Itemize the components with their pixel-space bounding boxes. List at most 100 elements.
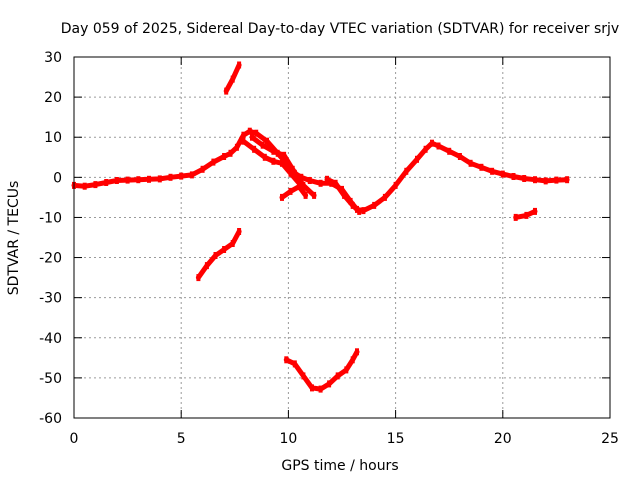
- data-point: [299, 173, 304, 181]
- y-tick-label: 10: [44, 130, 62, 146]
- data-point: [228, 149, 233, 157]
- data-point: [237, 61, 242, 69]
- data-point: [436, 142, 441, 150]
- series-line-arc-bottom: [283, 349, 360, 392]
- data-point: [479, 163, 484, 171]
- y-tick-label: -10: [39, 210, 62, 226]
- data-point: [125, 176, 130, 184]
- data-point: [265, 137, 269, 145]
- data-point: [292, 360, 297, 368]
- x-tick-label: 5: [177, 431, 186, 447]
- data-point: [393, 181, 398, 189]
- data-point: [533, 176, 537, 184]
- data-point: [524, 211, 529, 219]
- data-point: [284, 356, 289, 364]
- data-point: [262, 153, 267, 161]
- data-point: [230, 75, 235, 83]
- data-point: [136, 176, 141, 184]
- x-axis-label: GPS time / hours: [281, 458, 398, 474]
- data-point: [211, 158, 216, 166]
- data-point: [490, 167, 495, 175]
- data-point: [157, 175, 162, 183]
- data-point: [447, 147, 452, 155]
- data-point: [237, 228, 242, 235]
- data-point: [513, 213, 518, 221]
- data-point: [234, 143, 239, 151]
- y-axis-label: SDTVAR / TECUs: [6, 181, 22, 296]
- data-point: [241, 137, 246, 145]
- data-point: [310, 384, 314, 392]
- data-point: [288, 169, 293, 177]
- y-tick-label: -60: [39, 411, 62, 427]
- chart-title: Day 059 of 2025, Sidereal Day-to-day VTE…: [61, 21, 619, 37]
- y-tick-label: 30: [44, 50, 62, 66]
- data-point: [404, 167, 409, 175]
- data-point: [565, 176, 570, 184]
- data-point: [230, 240, 235, 247]
- data-point: [271, 147, 276, 155]
- y-tick-label: -20: [39, 251, 62, 267]
- data-point: [224, 87, 229, 95]
- data-point: [241, 131, 246, 139]
- data-point: [250, 133, 254, 141]
- series-layer: [71, 61, 570, 393]
- x-tick-label: 10: [279, 431, 297, 447]
- data-point: [554, 176, 559, 184]
- data-point: [247, 127, 252, 135]
- data-point: [357, 207, 362, 215]
- data-point: [307, 177, 312, 184]
- data-point: [252, 145, 257, 153]
- y-tick-label: 20: [44, 90, 62, 106]
- data-point: [457, 153, 462, 160]
- data-point: [355, 348, 359, 356]
- x-tick-label: 20: [494, 431, 512, 447]
- data-point: [271, 157, 276, 165]
- data-point: [423, 145, 428, 153]
- data-point: [200, 165, 205, 173]
- plot-frame: [73, 56, 611, 419]
- data-point: [543, 177, 548, 185]
- data-point: [104, 179, 109, 186]
- data-point: [222, 246, 227, 253]
- data-point: [290, 165, 295, 173]
- data-point: [335, 372, 340, 380]
- data-point: [415, 155, 419, 163]
- x-tick-label: 15: [387, 431, 405, 447]
- data-point: [213, 252, 218, 259]
- data-point: [522, 175, 527, 182]
- data-point: [318, 385, 323, 393]
- data-point: [333, 179, 338, 187]
- x-tick-label: 0: [70, 431, 79, 447]
- data-point: [288, 187, 293, 195]
- data-point: [114, 177, 119, 184]
- data-point: [93, 181, 98, 189]
- series-line-arc-lower-left: [195, 229, 242, 281]
- data-point: [342, 191, 347, 199]
- x-tick-label: 25: [601, 431, 619, 447]
- data-point: [282, 151, 287, 159]
- data-point: [511, 173, 516, 180]
- data-point: [301, 372, 306, 380]
- y-tick-label: -50: [39, 371, 62, 387]
- series-line-arc-c: [279, 184, 309, 200]
- data-point: [280, 193, 284, 201]
- data-point: [533, 207, 537, 215]
- data-point: [350, 356, 355, 364]
- y-tick-label: -30: [39, 291, 62, 307]
- data-point: [179, 172, 184, 180]
- data-point: [254, 129, 259, 137]
- data-point: [430, 139, 434, 147]
- data-point: [382, 193, 387, 201]
- tick-layer: 0 5 10 15 20 25 -60 -50 -40 -30 -20 -10 0 10 20 30: [39, 50, 619, 447]
- series-line-main-track-1: [71, 128, 570, 214]
- data-point: [318, 179, 323, 187]
- data-point: [280, 159, 284, 167]
- data-point: [327, 380, 332, 388]
- data-point: [168, 173, 173, 181]
- data-point: [325, 175, 329, 183]
- grid-layer: [74, 57, 610, 418]
- data-point: [350, 201, 355, 209]
- data-point: [468, 159, 473, 167]
- data-point: [312, 191, 317, 199]
